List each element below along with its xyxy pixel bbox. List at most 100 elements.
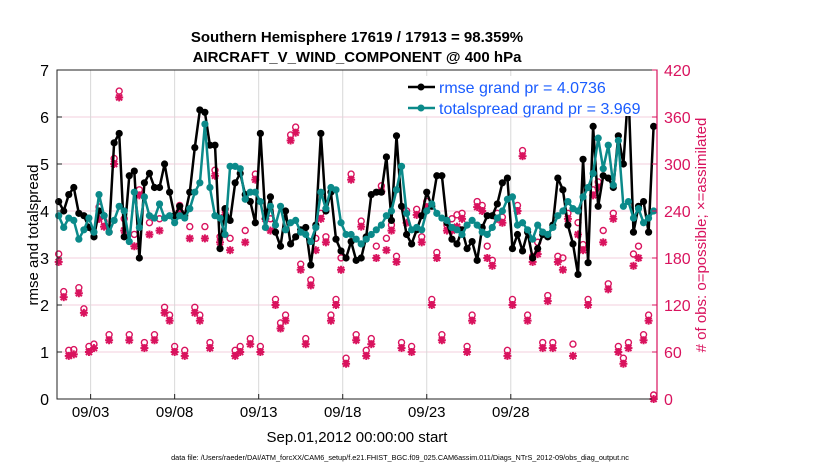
rmse-point [453,240,461,248]
marker-stroke [145,230,154,239]
obs-assimilated-marker [473,203,482,212]
marker-stroke [105,336,113,344]
rmse-point [534,245,542,253]
obs-assimilated-marker [639,336,648,345]
rmse-point [302,223,310,232]
rmse-point [387,216,396,224]
spread-point [201,120,209,128]
marker-stroke [181,352,189,360]
rmse-point [337,247,345,255]
marker-stroke [624,344,633,352]
marker-stroke [382,246,391,254]
rmse-point [418,212,426,220]
spread-point [357,240,365,248]
obs-assimilated-marker [498,218,507,227]
chart-subtitle: AIRCRAFT_V_WIND_COMPONENT @ 400 hPa [193,49,523,66]
marker-stroke [357,222,365,231]
obs-possible-marker [559,254,567,262]
spread-point [523,226,532,234]
rmse-point [211,141,219,149]
obs-assimilated-marker [105,336,114,345]
obs-assimilated-marker [326,316,335,325]
marker-stroke [186,234,194,243]
rmse-point [408,240,416,248]
obs-assimilated-marker [437,336,446,345]
obs-assimilated-marker [644,316,653,325]
spread-point [599,165,607,173]
spread-point [85,214,93,222]
spread-point [55,212,63,220]
obs-possible-marker [201,222,209,231]
marker-stroke [296,266,305,274]
spread-point [266,202,275,210]
marker-stroke [307,281,315,290]
spread-point [292,216,300,224]
spread-point [529,235,537,243]
marker-stroke [276,324,285,333]
x-tick-label: 09/08 [156,404,194,421]
obs-possible-marker [115,87,123,95]
obs-possible-marker [599,226,607,235]
marker-stroke [90,344,98,352]
obs-assimilated-marker [246,340,255,349]
marker-stroke [60,293,68,301]
obs-assimilated-marker [79,308,88,317]
spread-point [634,205,643,213]
obs-assimilated-marker [321,238,330,247]
rmse-point [448,235,456,243]
spread-point [130,188,138,196]
rmse-point [332,235,340,243]
rmse-point [231,179,239,187]
spread-point [105,228,113,236]
marker-stroke [160,309,169,317]
rmse-point [513,230,522,239]
marker-stroke [397,344,406,352]
spread-point [251,188,259,196]
obs-assimilated-marker [160,308,169,317]
rmse-point [150,183,159,192]
obs-assimilated-marker [548,344,557,353]
obs-assimilated-marker [458,214,467,223]
y-tick-label: 3 [40,251,49,268]
obs-assimilated-marker [281,316,290,325]
obs-assimilated-marker [392,257,401,266]
spread-point [493,214,501,222]
obs-assimilated-marker [236,348,245,356]
y2-tick-label: 180 [664,251,691,268]
spread-point [206,183,214,192]
obs-assimilated-marker [614,348,623,356]
rmse-point [382,153,391,161]
spread-point [362,235,370,243]
marker-stroke [352,336,360,344]
marker-stroke [539,344,547,352]
spread-point [468,216,476,224]
x-tick-label: 09/13 [240,404,278,421]
marker-stroke [508,301,517,309]
spread-point [428,200,436,208]
obs-assimilated-marker [296,265,305,274]
marker-stroke [191,309,199,317]
obs-assimilated-marker [54,257,63,266]
spread-point [236,165,244,173]
obs-assimilated-marker [155,226,164,235]
obs-assimilated-marker [483,254,492,262]
obs-assimilated-marker [241,238,250,247]
rmse-point [120,233,128,241]
obs-assimilated-marker [463,348,472,356]
spread-point [423,207,431,215]
obs-assimilated-marker [205,344,214,353]
marker-stroke [170,348,179,356]
rmse-point [473,256,481,264]
rmse-point [145,169,154,177]
marker-stroke [115,93,123,102]
obs-assimilated-marker [634,254,643,262]
spread-point [498,207,506,215]
marker-stroke [473,203,481,211]
spread-point [433,209,441,217]
marker-stroke [433,254,441,262]
marker-stroke [488,262,497,270]
y2-tick-label: 300 [664,157,691,174]
marker-stroke [503,352,512,360]
spread-point [609,181,617,189]
